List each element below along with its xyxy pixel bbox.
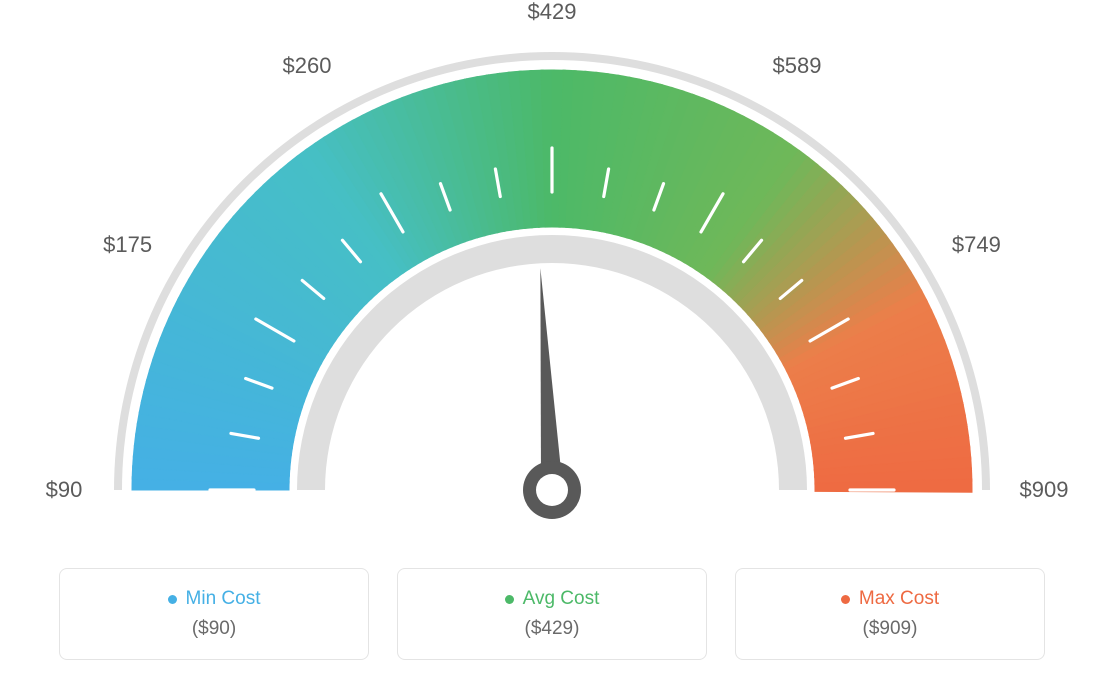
legend-card-avg: Avg Cost ($429) [397,568,707,660]
gauge-tick-label: $429 [528,0,577,25]
legend-row: Min Cost ($90) Avg Cost ($429) Max Cost … [0,568,1104,660]
legend-label-min: Min Cost [186,588,261,610]
gauge-tick-label: $90 [46,477,83,503]
legend-card-max: Max Cost ($909) [735,568,1045,660]
legend-value-min: ($90) [192,618,236,640]
legend-title-min: Min Cost [168,588,261,610]
legend-title-avg: Avg Cost [505,588,600,610]
legend-title-max: Max Cost [841,588,939,610]
legend-dot-min [168,595,177,604]
gauge-chart [52,20,1052,565]
gauge-tick-label: $909 [1020,477,1069,503]
legend-label-max: Max Cost [859,588,939,610]
gauge-tick-label: $175 [103,232,152,258]
gauge-tick-label: $589 [773,53,822,79]
gauge-tick-label: $749 [952,232,1001,258]
legend-value-max: ($909) [863,618,918,640]
legend-label-avg: Avg Cost [523,588,600,610]
gauge-svg [52,20,1052,560]
legend-value-avg: ($429) [525,618,580,640]
legend-dot-max [841,595,850,604]
legend-dot-avg [505,595,514,604]
gauge-tick-label: $260 [283,53,332,79]
legend-card-min: Min Cost ($90) [59,568,369,660]
